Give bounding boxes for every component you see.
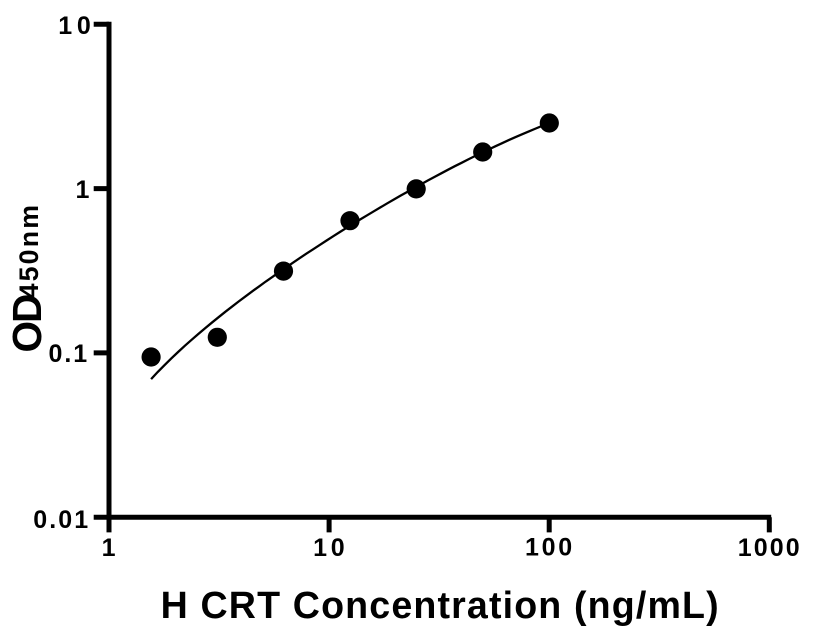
svg-text:450nm: 450nm [14, 205, 44, 298]
svg-text:H CRT Concentration (ng/mL): H CRT Concentration (ng/mL) [161, 584, 719, 626]
svg-text:1: 1 [75, 176, 89, 204]
svg-text:OD: OD [4, 294, 50, 353]
svg-text:1: 1 [102, 534, 116, 562]
svg-text:0.1: 0.1 [49, 340, 88, 368]
svg-text:0.01: 0.01 [33, 506, 88, 534]
svg-text:100: 100 [525, 534, 572, 562]
